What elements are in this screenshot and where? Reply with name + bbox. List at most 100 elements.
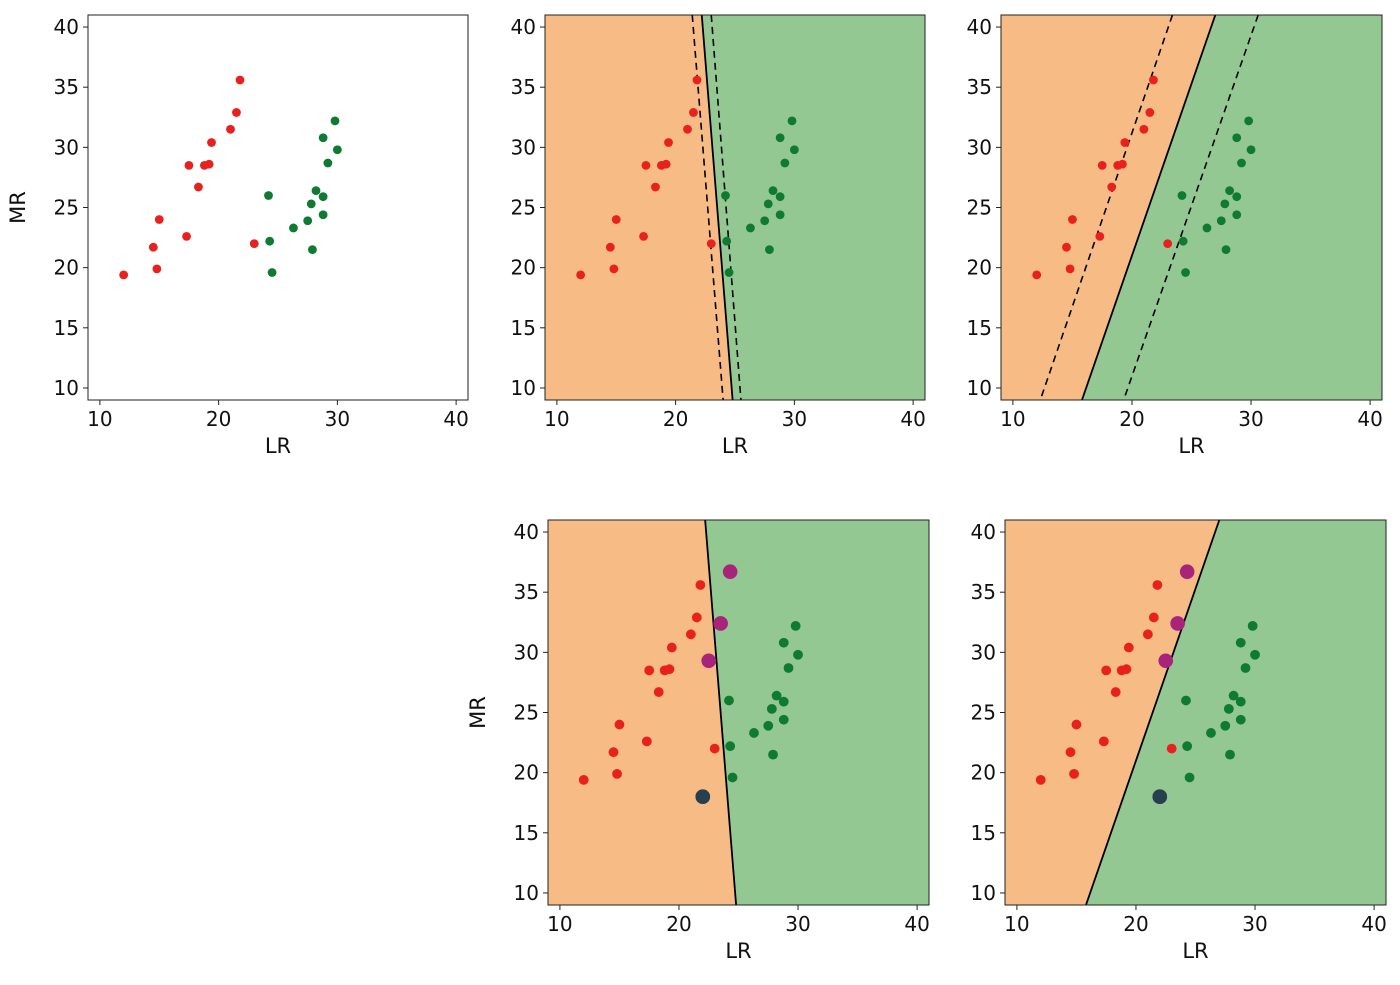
x-axis-label: LR bbox=[265, 434, 291, 458]
x-tick-label: 40 bbox=[1357, 407, 1382, 431]
decision-boundary bbox=[1081, 15, 1217, 400]
y-tick-label: 25 bbox=[967, 196, 992, 220]
data-point-b bbox=[724, 268, 734, 277]
y-tick-label: 30 bbox=[967, 135, 992, 159]
data-point-b bbox=[1206, 728, 1216, 738]
data-point-a bbox=[152, 264, 162, 274]
y-tick-label: 25 bbox=[514, 701, 539, 725]
data-point-b bbox=[727, 772, 738, 783]
data-point-b bbox=[1240, 663, 1251, 673]
data-point-b bbox=[1220, 199, 1230, 209]
x-tick-label: 10 bbox=[87, 407, 112, 431]
data-point-b bbox=[1181, 268, 1190, 277]
y-tick-label: 15 bbox=[54, 316, 79, 340]
x-tick-label: 30 bbox=[325, 407, 350, 431]
data-point-a bbox=[1069, 768, 1079, 779]
data-point-b bbox=[1220, 720, 1231, 731]
data-point-a bbox=[605, 242, 615, 252]
region-left bbox=[548, 520, 737, 905]
data-point-b bbox=[1182, 741, 1193, 752]
data-point-b bbox=[1202, 223, 1212, 233]
y-tick-label: 15 bbox=[511, 316, 536, 340]
y-axis-label: MR bbox=[6, 191, 30, 224]
data-point-b bbox=[303, 216, 313, 226]
data-point-a bbox=[232, 108, 241, 117]
x-tick-label: 40 bbox=[443, 407, 468, 431]
y-tick-label: 35 bbox=[514, 580, 539, 604]
plot-frame bbox=[87, 14, 469, 401]
x-axis-label: LR bbox=[1178, 434, 1204, 458]
data-point-a bbox=[1142, 629, 1153, 640]
data-point-a bbox=[691, 612, 702, 623]
region-right bbox=[1085, 520, 1386, 905]
data-point-a bbox=[1062, 242, 1071, 252]
data-point-b bbox=[1235, 714, 1246, 725]
plot-area bbox=[119, 75, 342, 280]
data-point-b bbox=[763, 199, 773, 209]
y-tick-label: 35 bbox=[967, 75, 992, 99]
y-tick-label: 15 bbox=[514, 821, 539, 845]
y-axis-label: MR bbox=[466, 696, 490, 729]
y-tick-label: 10 bbox=[54, 376, 79, 400]
data-point-a bbox=[1071, 719, 1082, 730]
data-point-a bbox=[644, 665, 655, 676]
data-point-b bbox=[318, 210, 328, 220]
data-point-b bbox=[780, 158, 790, 168]
data-point-b bbox=[778, 696, 789, 707]
x-tick-label: 20 bbox=[663, 407, 688, 431]
data-point-b bbox=[1223, 703, 1234, 714]
x-tick-label: 10 bbox=[547, 912, 572, 936]
data-point-b bbox=[1228, 690, 1239, 701]
data-point-a bbox=[154, 215, 164, 224]
data-point-a bbox=[706, 239, 716, 248]
y-tick-label: 40 bbox=[971, 520, 996, 544]
data-point-a bbox=[1148, 612, 1159, 623]
data-point-a bbox=[194, 182, 203, 192]
data-point-b bbox=[775, 210, 785, 220]
data-point-b bbox=[765, 245, 774, 255]
data-point-a bbox=[1098, 736, 1109, 747]
data-point-b bbox=[1177, 191, 1187, 200]
data-point-new-purple bbox=[1170, 616, 1185, 631]
data-point-b bbox=[1178, 236, 1188, 246]
data-point-a bbox=[666, 642, 677, 653]
margin-line-2 bbox=[1122, 15, 1259, 400]
data-point-a bbox=[689, 108, 698, 117]
data-point-a bbox=[235, 75, 245, 85]
data-point-a bbox=[1065, 264, 1075, 274]
data-point-b bbox=[1237, 158, 1246, 168]
region-left bbox=[1005, 520, 1220, 905]
data-point-b bbox=[1250, 649, 1260, 660]
data-point-b bbox=[771, 690, 782, 701]
y-tick-label: 10 bbox=[511, 376, 536, 400]
x-axis-label: LR bbox=[722, 434, 748, 458]
x-tick-label: 10 bbox=[1000, 407, 1025, 431]
data-point-a bbox=[661, 159, 671, 169]
data-point-a bbox=[226, 124, 235, 134]
data-point-b bbox=[308, 245, 317, 255]
y-tick-label: 35 bbox=[971, 580, 996, 604]
data-point-b bbox=[746, 223, 755, 233]
x-tick-label: 20 bbox=[1123, 912, 1148, 936]
data-point-a bbox=[148, 242, 158, 252]
region-right bbox=[705, 520, 929, 905]
data-point-b bbox=[1221, 245, 1231, 255]
data-point-b bbox=[783, 663, 794, 673]
data-point-new-purple bbox=[722, 564, 738, 580]
data-point-a bbox=[249, 239, 259, 248]
data-point-b bbox=[787, 116, 797, 126]
y-tick-label: 25 bbox=[511, 196, 536, 220]
data-point-a bbox=[576, 270, 586, 280]
plot-area bbox=[548, 520, 929, 905]
data-point-a bbox=[1152, 580, 1163, 590]
chart-panel-1: 10 20 30 40 10 15 20 25 30 35 40 LR MR bbox=[6, 14, 469, 458]
data-point-a bbox=[1120, 138, 1130, 147]
data-point-new-dark bbox=[695, 789, 711, 805]
margin-line-2 bbox=[710, 15, 742, 400]
y-tick-label: 40 bbox=[514, 520, 539, 544]
y-tick-label: 20 bbox=[511, 256, 536, 280]
data-point-a bbox=[1121, 664, 1132, 675]
x-tick-label: 20 bbox=[1119, 407, 1144, 431]
data-point-b bbox=[289, 223, 298, 233]
